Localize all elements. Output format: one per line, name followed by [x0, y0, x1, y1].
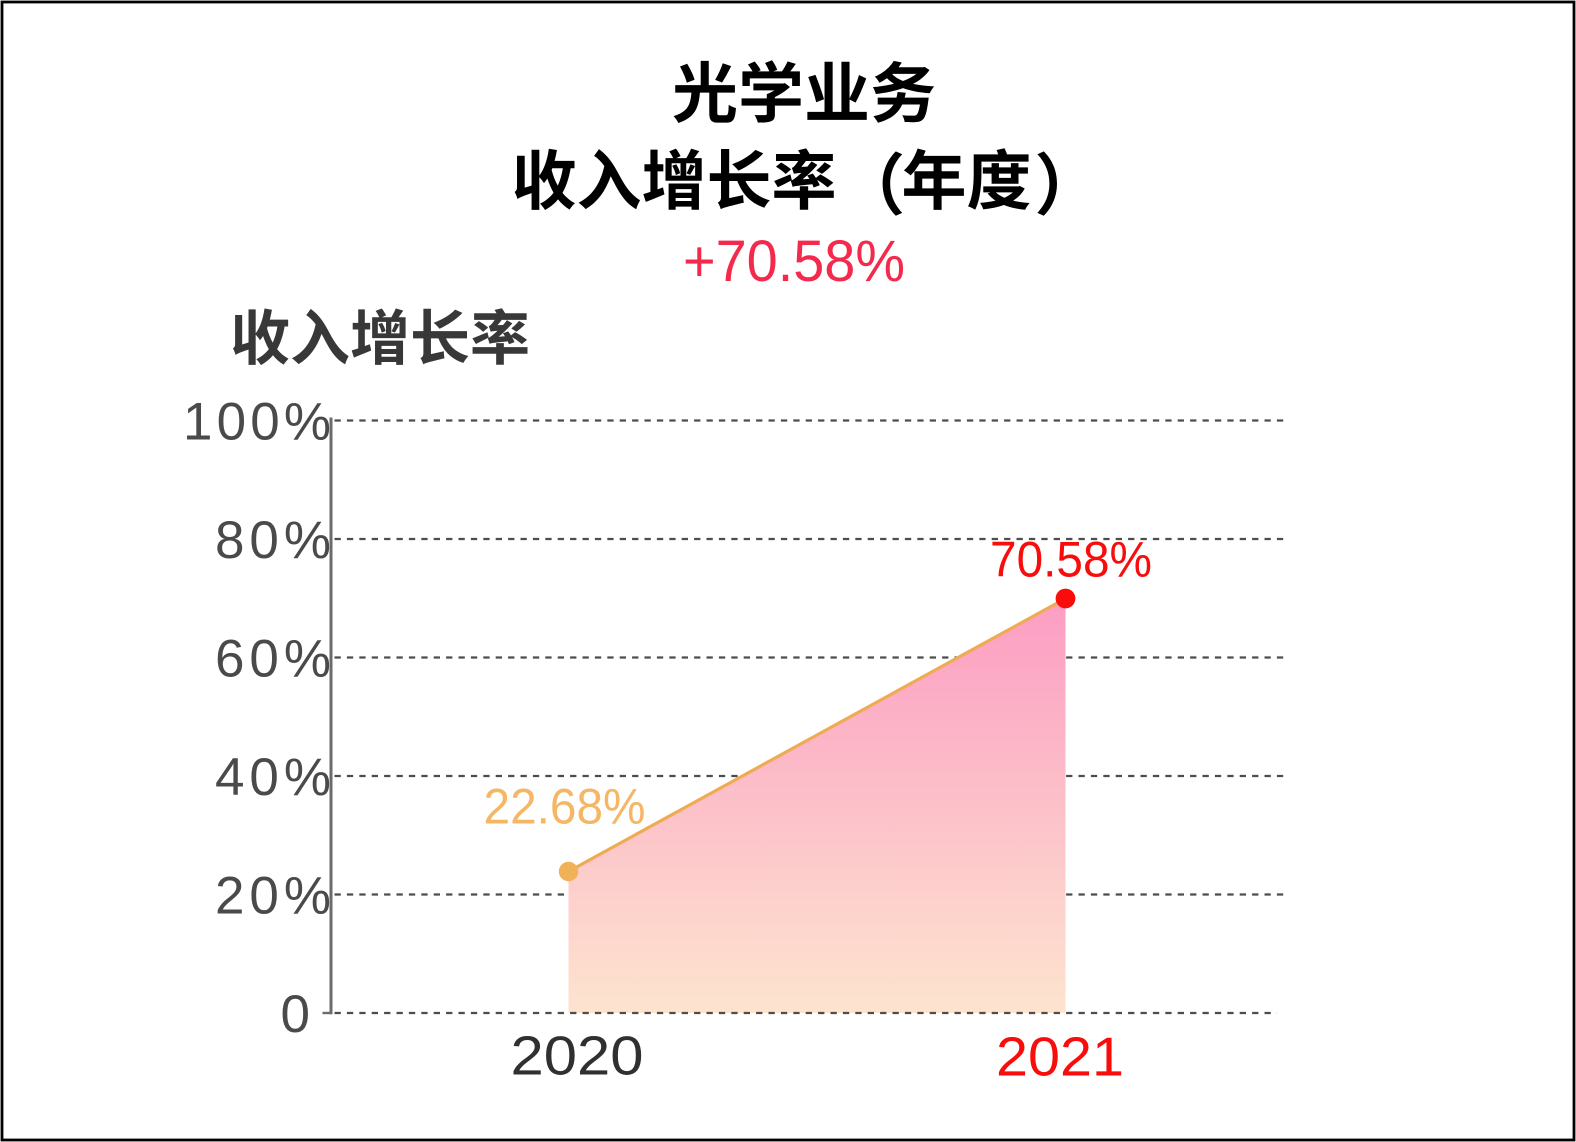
svg-text:+70.58%: +70.58%	[683, 229, 905, 294]
svg-text:0: 0	[281, 985, 310, 1044]
svg-text:80%: 80%	[215, 511, 331, 570]
svg-text:60%: 60%	[215, 630, 331, 689]
svg-text:2021: 2021	[996, 1026, 1124, 1088]
svg-text:20%: 20%	[215, 867, 331, 926]
svg-text:40%: 40%	[215, 748, 331, 807]
svg-text:22.68%: 22.68%	[484, 779, 646, 835]
svg-text:100%: 100%	[183, 393, 331, 452]
svg-text:2020: 2020	[511, 1025, 644, 1087]
svg-text:70.58%: 70.58%	[990, 532, 1152, 588]
